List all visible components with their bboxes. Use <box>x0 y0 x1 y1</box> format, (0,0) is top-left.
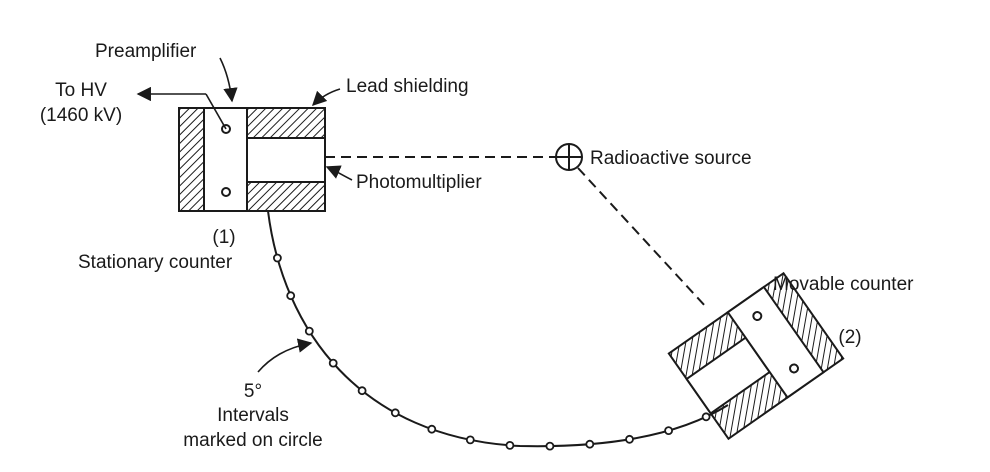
interval-mark <box>545 441 555 451</box>
lead-shielding-arrow <box>311 88 341 107</box>
stationary-counter <box>178 107 326 212</box>
radioactive-source <box>555 143 583 171</box>
label-interval-degree: 5° <box>244 381 262 402</box>
interval-mark <box>585 439 595 449</box>
photomultiplier-arrow <box>325 165 353 181</box>
label-to-hv-line2: (1460 kV) <box>40 105 122 126</box>
interval-mark <box>664 426 673 436</box>
label-counter2-number: (2) <box>838 327 861 348</box>
interval-mark <box>427 424 437 434</box>
label-interval-line1: Intervals <box>217 405 289 426</box>
label-radioactive-source: Radioactive source <box>590 148 752 169</box>
preamplifier-leader <box>205 93 227 130</box>
label-photomultiplier: Photomultiplier <box>356 172 482 193</box>
interval-mark <box>357 386 367 396</box>
label-preamplifier: Preamplifier <box>95 41 197 62</box>
circle-track <box>267 210 729 448</box>
label-counter1-number: (1) <box>212 227 235 248</box>
label-lead-shielding: Lead shielding <box>346 76 469 97</box>
interval-marks <box>272 253 711 451</box>
label-stationary-counter: Stationary counter <box>78 252 233 273</box>
label-interval-line2: marked on circle <box>183 430 322 451</box>
label-movable-counter: Movable counter <box>773 274 914 295</box>
interval-mark <box>701 412 711 422</box>
connector-dot <box>789 363 800 374</box>
photomultiplier-tube <box>246 137 326 183</box>
interval-mark <box>505 440 515 450</box>
interval-arrow <box>257 338 313 373</box>
preamplifier-slot <box>726 285 825 399</box>
interval-mark <box>304 326 314 336</box>
interval-mark <box>465 435 475 445</box>
line-of-sight-movable <box>577 167 708 309</box>
interval-mark <box>390 408 400 418</box>
preamplifier-arrow <box>219 57 238 103</box>
interval-mark <box>625 434 634 444</box>
movable-counter <box>667 271 845 441</box>
interval-mark <box>272 253 282 263</box>
interval-mark <box>328 358 338 368</box>
label-to-hv-line1: To HV <box>55 80 107 101</box>
connector-dot <box>221 187 231 197</box>
connector-dot <box>752 311 763 322</box>
interval-mark <box>286 291 296 301</box>
